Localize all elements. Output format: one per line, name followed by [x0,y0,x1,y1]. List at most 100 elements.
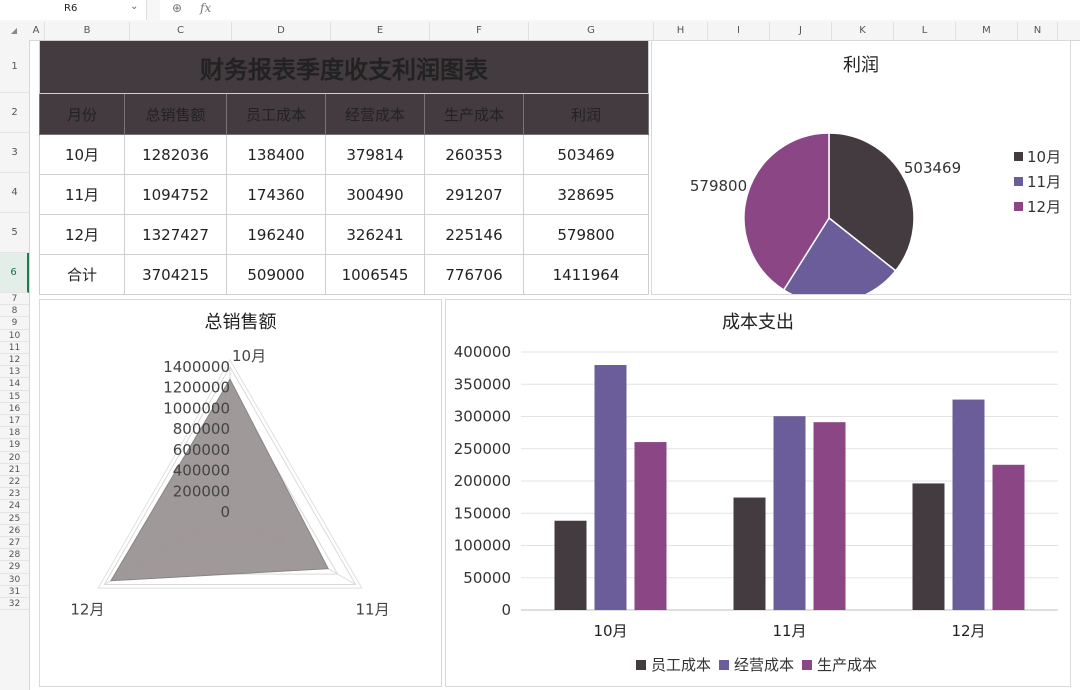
column-header-k[interactable]: K [832,22,894,40]
row-header-31[interactable]: 31 [0,586,29,598]
column-header-f[interactable]: F [430,22,529,40]
row-header-8[interactable]: 8 [0,305,29,318]
table-cell[interactable]: 503469 [523,134,649,175]
bar[interactable] [992,464,1025,610]
row-header-14[interactable]: 14 [0,378,29,391]
y-tick-label: 300000 [454,408,511,426]
table-cell[interactable]: 776706 [424,254,524,295]
row-header-19[interactable]: 19 [0,439,29,452]
table-cell[interactable]: 12月 [39,214,125,255]
table-cell[interactable]: 291207 [424,174,524,215]
name-box[interactable]: R6 ⌄ [0,0,147,20]
zoom-icon[interactable]: ⊕ [172,1,183,15]
row-header-7[interactable]: 7 [0,293,29,306]
table-cell[interactable]: 1006545 [325,254,425,295]
formula-input[interactable]: ⊕ fx [160,0,1080,20]
pie-slice[interactable] [782,216,897,294]
column-header-m[interactable]: M [956,22,1018,40]
table-header-cell[interactable]: 利润 [523,93,649,135]
column-header-h[interactable]: H [654,22,708,40]
table-cell[interactable]: 1327427 [124,214,227,255]
row-header-15[interactable]: 15 [0,391,29,403]
profit-pie-chart[interactable]: 利润 50346932869557980010月11月12月 [651,40,1071,295]
pie-slice[interactable] [828,132,915,272]
row-header-1[interactable]: 1 [0,40,29,93]
row-header-16[interactable]: 16 [0,403,29,415]
radar-series-area[interactable] [110,378,329,582]
table-header-cell[interactable]: 员工成本 [226,93,326,135]
column-header-i[interactable]: I [708,22,770,40]
row-header-10[interactable]: 10 [0,330,29,342]
table-cell[interactable]: 138400 [226,134,326,175]
bar[interactable] [952,399,985,610]
column-header-n[interactable]: N [1018,22,1058,40]
row-header-9[interactable]: 9 [0,317,29,330]
bar[interactable] [912,483,945,610]
table-cell[interactable]: 1282036 [124,134,227,175]
row-header-13[interactable]: 13 [0,366,29,379]
table-cell[interactable]: 579800 [523,214,649,255]
table-cell[interactable]: 260353 [424,134,524,175]
bar[interactable] [594,365,627,610]
table-header-cell[interactable]: 总销售额 [124,93,227,135]
table-cell[interactable]: 509000 [226,254,326,295]
row-header-6[interactable]: 6 [0,253,29,293]
row-header-26[interactable]: 26 [0,525,29,537]
column-header-a[interactable]: A [28,22,45,40]
bar[interactable] [813,422,846,610]
table-cell[interactable]: 379814 [325,134,425,175]
row-header-11[interactable]: 11 [0,342,29,354]
table-cell[interactable]: 11月 [39,174,125,215]
bar[interactable] [733,497,766,610]
column-header-d[interactable]: D [232,22,331,40]
table-header-cell[interactable]: 月份 [39,93,125,135]
table-cell[interactable]: 3704215 [124,254,227,295]
table-header-cell[interactable]: 经营成本 [325,93,425,135]
sales-radar-chart[interactable]: 总销售额 0 200000 400000 600000 800000 1000000 120… [39,299,442,687]
row-header-12[interactable]: 12 [0,354,29,367]
table-cell[interactable]: 225146 [424,214,524,255]
chevron-down-icon[interactable]: ⌄ [130,1,139,12]
row-header-17[interactable]: 17 [0,415,29,428]
table-cell[interactable]: 1094752 [124,174,227,215]
table-header-cell[interactable]: 生产成本 [424,93,524,135]
row-header-21[interactable]: 21 [0,464,29,476]
column-header-b[interactable]: B [45,22,130,40]
row-header-23[interactable]: 23 [0,488,29,501]
row-header-2[interactable]: 2 [0,93,29,133]
table-cell[interactable]: 10月 [39,134,125,175]
column-header-j[interactable]: J [770,22,832,40]
select-all-corner[interactable]: ◢ [10,26,18,35]
row-header-4[interactable]: 4 [0,173,29,213]
row-header-29[interactable]: 29 [0,561,29,574]
row-header-28[interactable]: 28 [0,549,29,562]
table-cell[interactable]: 174360 [226,174,326,215]
row-header-5[interactable]: 5 [0,213,29,253]
row-header-27[interactable]: 27 [0,537,29,550]
bar[interactable] [554,520,587,610]
column-header-e[interactable]: E [331,22,430,40]
row-header-32[interactable]: 32 [0,598,29,611]
row-header-3[interactable]: 3 [0,133,29,173]
table-cell[interactable]: 326241 [325,214,425,255]
row-header-30[interactable]: 30 [0,574,29,586]
row-header-18[interactable]: 18 [0,427,29,440]
table-cell[interactable]: 196240 [226,214,326,255]
cost-bar-chart[interactable]: 成本支出 0 50000 100000 150000 200000 250000 30000… [445,299,1071,687]
table-cell[interactable]: 300490 [325,174,425,215]
column-header-l[interactable]: L [894,22,956,40]
table-title[interactable]: 财务报表季度收支利润图表 [39,40,649,94]
column-header-c[interactable]: C [130,22,232,40]
row-header-25[interactable]: 25 [0,513,29,525]
table-cell[interactable]: 合计 [39,254,125,295]
bar[interactable] [773,416,806,610]
row-header-20[interactable]: 20 [0,452,29,464]
row-header-24[interactable]: 24 [0,500,29,513]
table-cell[interactable]: 1411964 [523,254,649,295]
pie-slice[interactable] [743,132,830,291]
row-header-22[interactable]: 22 [0,476,29,489]
table-cell[interactable]: 328695 [523,174,649,215]
function-icon[interactable]: fx [200,1,212,15]
bar[interactable] [634,442,667,610]
column-header-g[interactable]: G [529,22,654,40]
